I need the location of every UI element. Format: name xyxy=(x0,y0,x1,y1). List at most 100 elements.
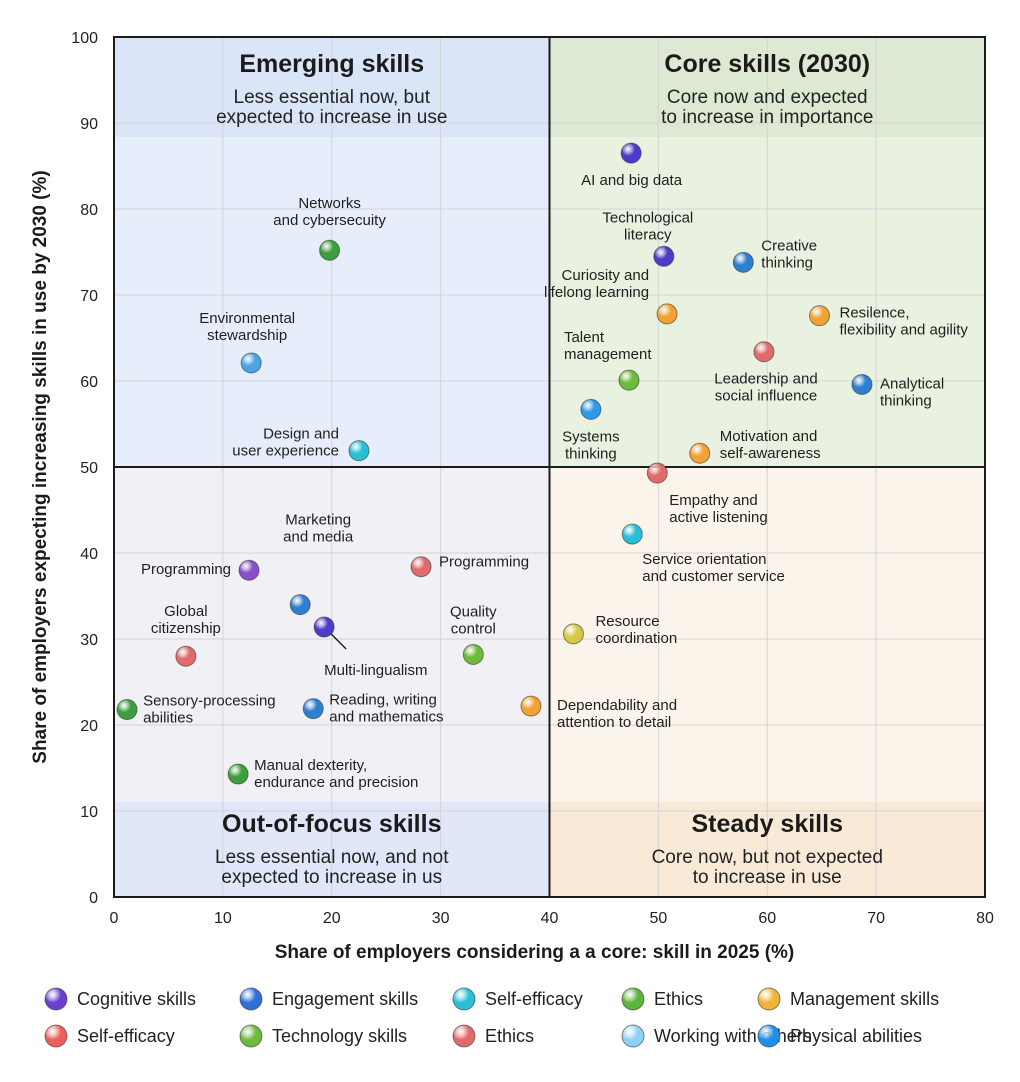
legend-marker xyxy=(757,1024,781,1048)
skill-label: Resource xyxy=(595,613,659,630)
skill-label: coordination xyxy=(595,630,677,647)
skill-point xyxy=(656,303,678,325)
skill-label: self-awareness xyxy=(720,445,821,462)
skill-point xyxy=(562,623,584,645)
skill-label: Analytical xyxy=(880,375,944,392)
skill-label: Systems xyxy=(562,428,620,445)
skill-label: Motivation and xyxy=(720,428,818,445)
skill-label: Reading, writing xyxy=(329,692,437,709)
y-tick-label: 20 xyxy=(80,718,98,735)
legend-item: Physical abilities xyxy=(757,1024,922,1048)
skill-point xyxy=(319,239,341,261)
skill-point xyxy=(238,559,260,581)
skill-label: literacy xyxy=(624,226,672,243)
legend-label: Self-efficacy xyxy=(485,989,583,1009)
skill-point xyxy=(462,643,484,665)
skill-label: AI and big data xyxy=(581,172,683,189)
quadrant-subtitle-steady: Core now, but not expected xyxy=(652,847,883,868)
legend-label: Ethics xyxy=(485,1026,534,1046)
skill-label: Curiosity and xyxy=(562,267,650,284)
skill-point xyxy=(240,352,262,374)
skill-label: Programming xyxy=(439,554,529,571)
legend-marker xyxy=(44,987,68,1011)
skill-label: thinking xyxy=(565,445,617,462)
legend-item: Management skills xyxy=(757,987,939,1011)
legend-marker xyxy=(621,987,645,1011)
quadrant-subtitle-core: Core now and expected xyxy=(667,87,868,108)
skill-point xyxy=(689,442,711,464)
y-tick-label: 40 xyxy=(80,546,98,563)
skill-point xyxy=(618,369,640,391)
x-tick-label: 80 xyxy=(976,910,994,927)
legend-item: Ethics xyxy=(621,987,703,1011)
quadrant-subtitle-out-of-focus: expected to increase in us xyxy=(221,867,442,888)
y-tick-label: 60 xyxy=(80,374,98,391)
skill-point xyxy=(620,142,642,164)
y-tick-label: 70 xyxy=(80,288,98,305)
skill-point xyxy=(851,373,873,395)
skill-label: Service orientation xyxy=(642,551,766,568)
skill-label: thinking xyxy=(880,392,932,409)
skill-label: Multi-lingualism xyxy=(324,662,427,679)
legend-label: Technology skills xyxy=(272,1026,407,1046)
skill-point xyxy=(732,251,754,273)
skill-label: Programming xyxy=(141,561,231,578)
quadrant-title-steady: Steady skills xyxy=(692,810,843,838)
legend-item: Cognitive skills xyxy=(44,987,196,1011)
legend-label: Cognitive skills xyxy=(77,989,196,1009)
legend-marker xyxy=(452,987,476,1011)
legend-item: Self-efficacy xyxy=(452,987,583,1011)
skill-label: citizenship xyxy=(151,620,221,637)
legend-label: Self-efficacy xyxy=(77,1026,175,1046)
plot-frame xyxy=(113,36,986,898)
quadrant-subtitle-steady: to increase in use xyxy=(693,867,842,888)
y-tick-label: 90 xyxy=(80,116,98,133)
skill-label: and customer service xyxy=(642,568,785,585)
skill-label: thinking xyxy=(761,254,813,271)
skill-label: flexibility and agility xyxy=(840,322,969,339)
quadrant-title-core: Core skills (2030) xyxy=(664,50,870,78)
legend-marker xyxy=(452,1024,476,1048)
skill-label: control xyxy=(451,620,496,637)
skill-label: Quality xyxy=(450,603,497,620)
legend-marker xyxy=(757,987,781,1011)
legend-label: Physical abilities xyxy=(790,1026,922,1046)
skill-label: Creative xyxy=(761,237,817,254)
legend-item: Engagement skills xyxy=(239,987,418,1011)
skill-point xyxy=(520,695,542,717)
skill-point xyxy=(302,698,324,720)
quadrant-subtitle-emerging: Less essential now, but xyxy=(234,87,431,108)
legend-item: Technology skills xyxy=(239,1024,407,1048)
x-tick-label: 0 xyxy=(110,910,119,927)
skill-point xyxy=(621,523,643,545)
legend-item: Self-efficacy xyxy=(44,1024,175,1048)
quadrant-subtitle-emerging: expected to increase in use xyxy=(216,107,447,128)
legend-label: Working with others xyxy=(654,1026,812,1046)
y-tick-label: 100 xyxy=(71,30,98,47)
legend-label: Ethics xyxy=(654,989,703,1009)
skill-label: user experience xyxy=(232,443,339,460)
skill-label: Manual dexterity, xyxy=(254,757,367,774)
y-tick-label: 0 xyxy=(89,890,98,907)
skill-label: abilities xyxy=(143,709,193,726)
skill-point xyxy=(289,594,311,616)
y-tick-label: 80 xyxy=(80,202,98,219)
y-tick-label: 10 xyxy=(80,804,98,821)
skill-point xyxy=(809,305,831,327)
skill-point xyxy=(116,699,138,721)
skill-label: Environmental xyxy=(199,310,295,327)
skill-label: attention to detail xyxy=(557,714,671,731)
x-tick-label: 60 xyxy=(758,910,776,927)
legend-marker xyxy=(239,1024,263,1048)
skill-point xyxy=(313,616,335,638)
skill-label: and media xyxy=(283,529,354,546)
skill-point xyxy=(653,245,675,267)
skill-label: Global xyxy=(164,603,207,620)
skill-label: Talent xyxy=(564,329,605,346)
x-tick-label: 30 xyxy=(432,910,450,927)
skill-label: endurance and precision xyxy=(254,774,418,791)
legend-label: Management skills xyxy=(790,989,939,1009)
x-axis-title: Share of employers considering a a core:… xyxy=(275,942,795,963)
